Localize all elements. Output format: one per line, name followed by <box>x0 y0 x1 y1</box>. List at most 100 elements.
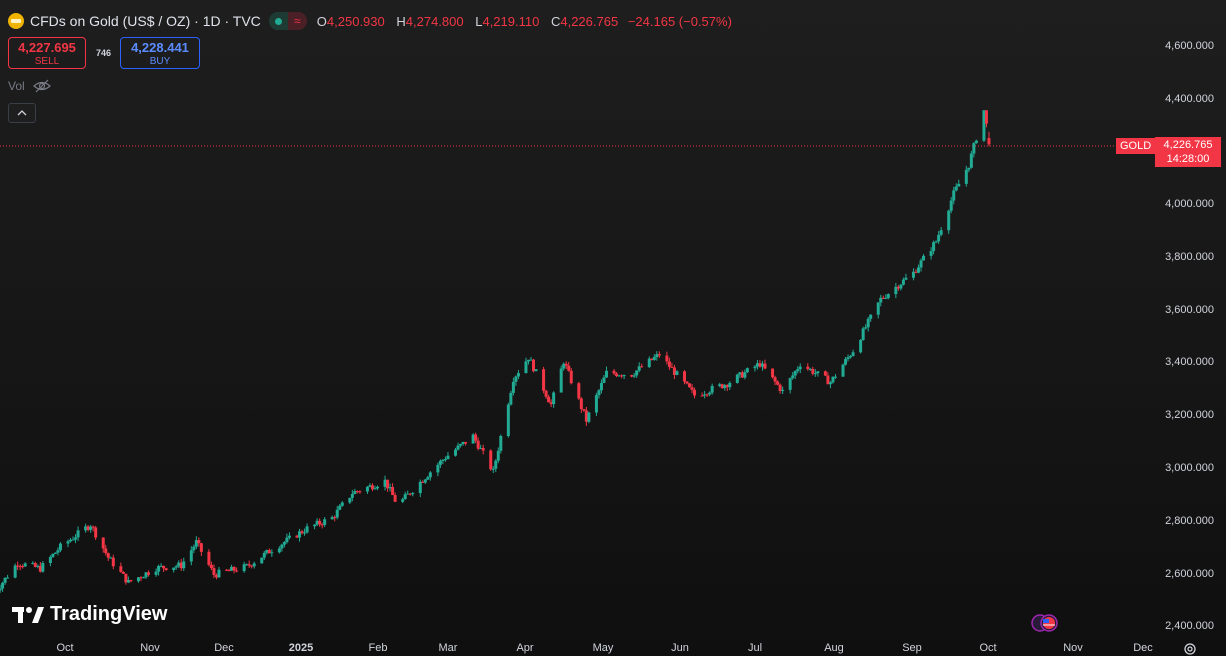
price-axis-label: 3,800.000 <box>1165 251 1214 263</box>
candle-body <box>949 200 953 211</box>
candle-body <box>38 565 42 572</box>
tradingview-logo[interactable]: TradingView <box>12 603 167 626</box>
status-pill[interactable]: ≈ <box>268 12 307 30</box>
candle-body <box>84 526 88 531</box>
candle-body <box>811 368 815 374</box>
candle-body <box>567 365 571 371</box>
candle-body <box>421 481 425 483</box>
candle-body <box>552 392 556 405</box>
candle-body <box>235 570 239 572</box>
candle-body <box>13 565 17 578</box>
candle-body <box>179 562 183 569</box>
candle-body <box>209 564 213 569</box>
sell-button[interactable]: 4,227.695 SELL <box>8 37 86 69</box>
candle-body <box>144 572 148 578</box>
candle-body <box>896 286 900 289</box>
candle-body <box>796 369 800 372</box>
candle-body <box>675 371 679 375</box>
price-axis-label: 3,400.000 <box>1165 356 1214 368</box>
buy-button[interactable]: 4,228.441 BUY <box>120 37 200 69</box>
candle-body <box>74 537 78 540</box>
candle-body <box>212 568 216 576</box>
candle-body <box>318 520 322 525</box>
candle-body <box>459 444 463 446</box>
economic-events-icon[interactable] <box>1030 613 1062 633</box>
candle-body <box>3 577 7 583</box>
candle-body <box>194 540 198 547</box>
candle-body <box>755 363 759 367</box>
candle-body <box>869 314 873 319</box>
candle-body <box>594 395 598 413</box>
candle-body <box>919 260 923 268</box>
eye-off-icon[interactable] <box>32 79 51 93</box>
candle-body <box>66 541 70 544</box>
candle-body <box>53 552 57 554</box>
candle-body <box>36 565 40 567</box>
candle-body <box>270 552 274 554</box>
candle-body <box>559 368 563 393</box>
candle-body <box>189 550 193 562</box>
candle-body <box>781 389 785 391</box>
candle-body <box>602 377 606 383</box>
candle-body <box>71 539 75 541</box>
candle-body <box>745 368 749 373</box>
chevron-up-icon <box>17 110 27 116</box>
candle-body <box>964 169 968 184</box>
candle-body <box>250 565 254 567</box>
candle-body <box>456 445 460 450</box>
candle-body <box>894 286 898 295</box>
candle-body <box>771 368 775 378</box>
candle-body <box>954 186 958 191</box>
change-value: −24.165 (−0.57%) <box>627 13 732 29</box>
candle-body <box>496 450 500 461</box>
candle-body <box>816 371 820 374</box>
high-value: 4,274.800 <box>405 13 464 29</box>
candle-body <box>227 570 231 572</box>
candle-body <box>876 302 880 315</box>
settings-icon[interactable] <box>1183 642 1197 656</box>
candle-body <box>788 378 792 390</box>
candle-body <box>86 526 90 530</box>
candle-body <box>516 373 520 377</box>
candle-body <box>242 564 246 572</box>
candle-body <box>225 569 229 571</box>
candle-body <box>129 580 133 582</box>
price-axis-label: 4,400.000 <box>1165 93 1214 105</box>
candle-body <box>922 255 926 261</box>
candle-body <box>443 459 447 461</box>
spread-value: 746 <box>96 48 112 58</box>
candle-body <box>109 557 113 559</box>
volume-indicator[interactable]: Vol <box>8 79 51 93</box>
candle-body <box>861 328 865 340</box>
candle-body <box>743 372 747 378</box>
sell-label: SELL <box>34 56 60 67</box>
candle-body <box>952 190 956 201</box>
candle-body <box>454 449 458 456</box>
candle-body <box>577 383 581 399</box>
collapse-legend-button[interactable] <box>8 103 36 123</box>
candle-body <box>333 517 337 519</box>
candle-body <box>172 567 176 571</box>
candle-body <box>157 565 161 572</box>
candle-body <box>718 384 722 386</box>
candle-body <box>106 553 110 558</box>
candle-body <box>320 524 324 526</box>
candle-body <box>849 355 853 358</box>
candle-body <box>630 375 634 377</box>
candle-body <box>408 493 412 495</box>
candle-body <box>969 153 973 168</box>
candle-body <box>126 580 130 583</box>
candle-body <box>974 140 978 144</box>
candle-body <box>232 566 236 571</box>
candle-body <box>388 487 392 489</box>
candle-body <box>418 481 422 494</box>
candle-body <box>728 382 732 388</box>
candle-body <box>720 384 724 389</box>
candle-body <box>967 167 971 170</box>
candle-body <box>524 361 528 374</box>
candle-body <box>562 363 566 369</box>
time-axis-label: Mar <box>438 642 458 654</box>
symbol-title[interactable]: CFDs on Gold (US$ / OZ) · 1D · TVC <box>30 13 261 29</box>
candle-body <box>1 582 5 589</box>
